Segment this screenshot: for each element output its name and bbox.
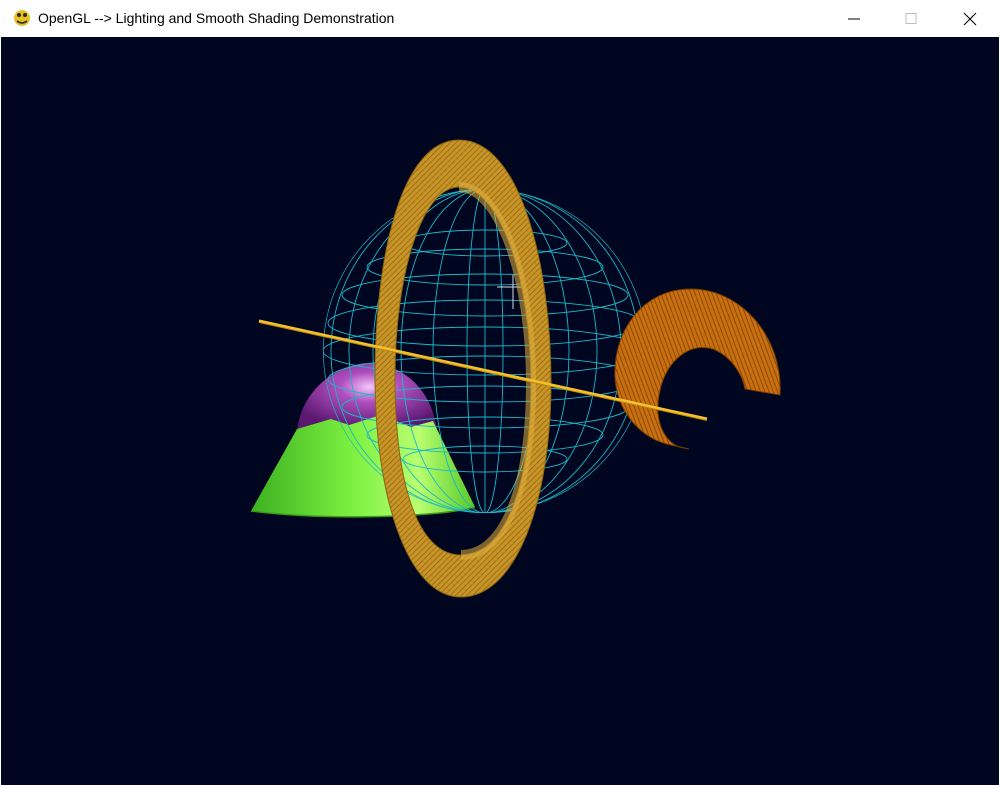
- pygame-snake-icon: [12, 8, 32, 28]
- opengl-viewport[interactable]: [1, 37, 999, 785]
- c-shaped-torus-segment: [614, 288, 781, 450]
- maximize-icon: [905, 13, 917, 24]
- close-button[interactable]: [947, 0, 993, 37]
- maximize-button[interactable]: [888, 0, 934, 37]
- thin-yellow-rod: [258, 319, 708, 421]
- title-bar[interactable]: OpenGL --> Lighting and Smooth Shading D…: [0, 0, 1000, 37]
- green-cone: [250, 415, 476, 518]
- minimize-icon: [848, 18, 860, 20]
- minimize-button[interactable]: [831, 0, 877, 37]
- close-icon: [963, 12, 977, 26]
- scene-canvas: [250, 139, 781, 598]
- window-title: OpenGL --> Lighting and Smooth Shading D…: [38, 10, 395, 26]
